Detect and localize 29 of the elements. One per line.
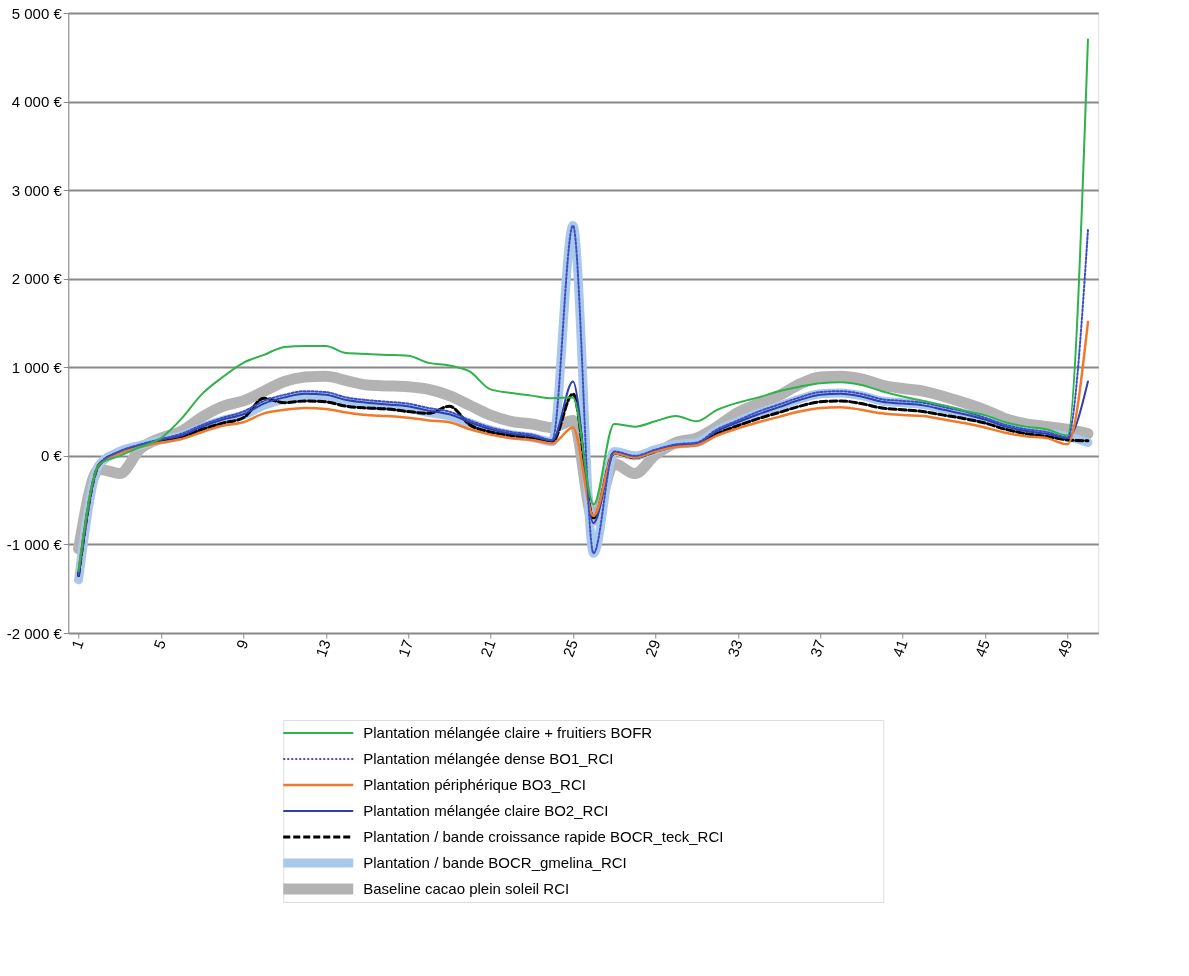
- line-series: [77, 38, 1089, 572]
- x-tick-label: 33: [724, 637, 746, 659]
- legend-label: Plantation mélangée claire + fruitiers BOFR: [363, 724, 653, 741]
- x-tick-label: 49: [1053, 637, 1076, 659]
- x-tick-label: 21: [476, 637, 499, 659]
- x-tick-label: 37: [806, 637, 829, 659]
- x-tick-label: 41: [888, 637, 911, 659]
- legend-label: Plantation mélangée claire BO2_RCI: [363, 802, 609, 819]
- x-tick-label: 29: [641, 637, 664, 659]
- x-tick-label: 5: [150, 637, 169, 652]
- legend-label: Plantation / bande croissance rapide BOCR_teck_RCI: [363, 828, 724, 845]
- y-tick-label: 0 €: [40, 447, 63, 465]
- y-tick-label: -2 000 €: [6, 624, 63, 642]
- x-tick-label: 1: [67, 637, 87, 652]
- y-tick-label: -1 000 €: [6, 535, 63, 553]
- legend-label: Plantation / bande BOCR_gmelina_RCI: [363, 854, 627, 871]
- y-tick-label: 4 000 €: [11, 93, 63, 111]
- legend-label: Plantation mélangée dense BO1_RCI: [363, 750, 614, 767]
- legend-label: Baseline cacao plein soleil RCI: [363, 880, 570, 897]
- x-tick-label: 25: [559, 637, 581, 659]
- y-tick-label: 1 000 €: [11, 358, 63, 376]
- y-tick-label: 2 000 €: [11, 270, 63, 288]
- legend-label: Plantation périphérique BO3_RCI: [363, 776, 586, 793]
- x-tick-label: 45: [971, 637, 993, 659]
- y-tick-label: 3 000 €: [11, 181, 63, 199]
- x-tick-label: 17: [394, 637, 417, 659]
- x-tick-label: 9: [232, 637, 252, 652]
- x-tick-label: 13: [312, 637, 334, 659]
- y-tick-label: 5 000 €: [11, 4, 63, 22]
